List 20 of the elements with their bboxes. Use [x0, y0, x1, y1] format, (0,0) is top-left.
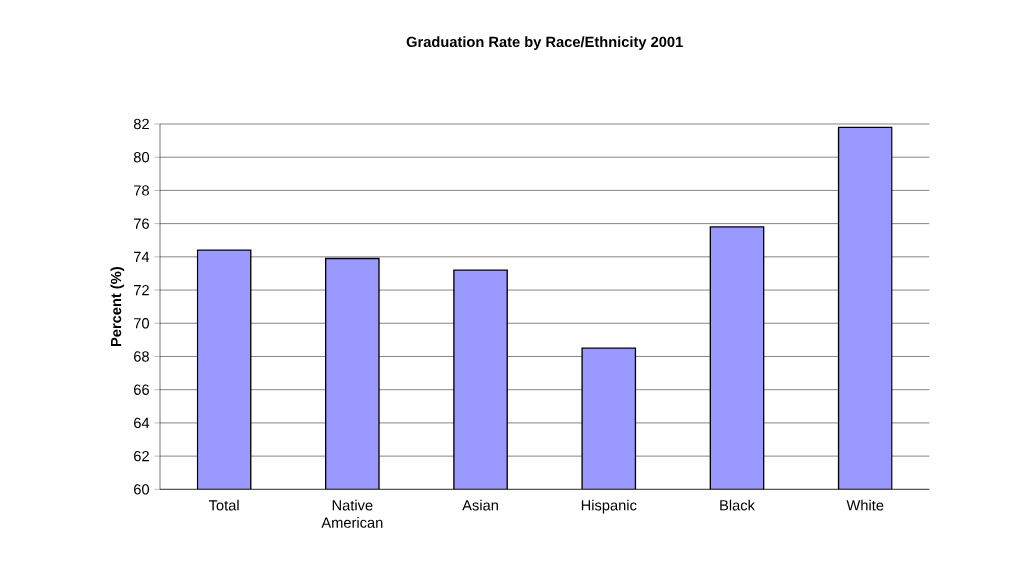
y-tick-label: 72 [134, 284, 149, 296]
x-tick-label: Total [208, 499, 239, 511]
y-tick-label: 74 [134, 251, 150, 262]
x-tick-label: Native American [321, 499, 383, 528]
y-tick-label: 68 [134, 351, 149, 362]
x-tick-label: Black [720, 499, 755, 511]
y-tick-label: 76 [134, 218, 149, 229]
x-tick-label: Asian [462, 499, 498, 511]
chart-title: Graduation Rate by Race/Ethnicity 2001 [406, 36, 683, 50]
y-tick-label: 64 [134, 417, 150, 428]
y-tick-label: 60 [134, 484, 150, 495]
y-tick-label: 78 [134, 185, 149, 196]
y-tick-label: 62 [134, 450, 149, 462]
y-axis-title: Percent (%) [110, 266, 125, 346]
y-tick-label: 80 [133, 151, 150, 163]
x-tick-label: Hispanic [581, 499, 637, 514]
y-tick-label: 70 [134, 317, 150, 329]
x-tick-label: White [846, 499, 884, 511]
y-tick-label: 66 [134, 384, 149, 395]
y-tick-label: 82 [133, 118, 149, 130]
